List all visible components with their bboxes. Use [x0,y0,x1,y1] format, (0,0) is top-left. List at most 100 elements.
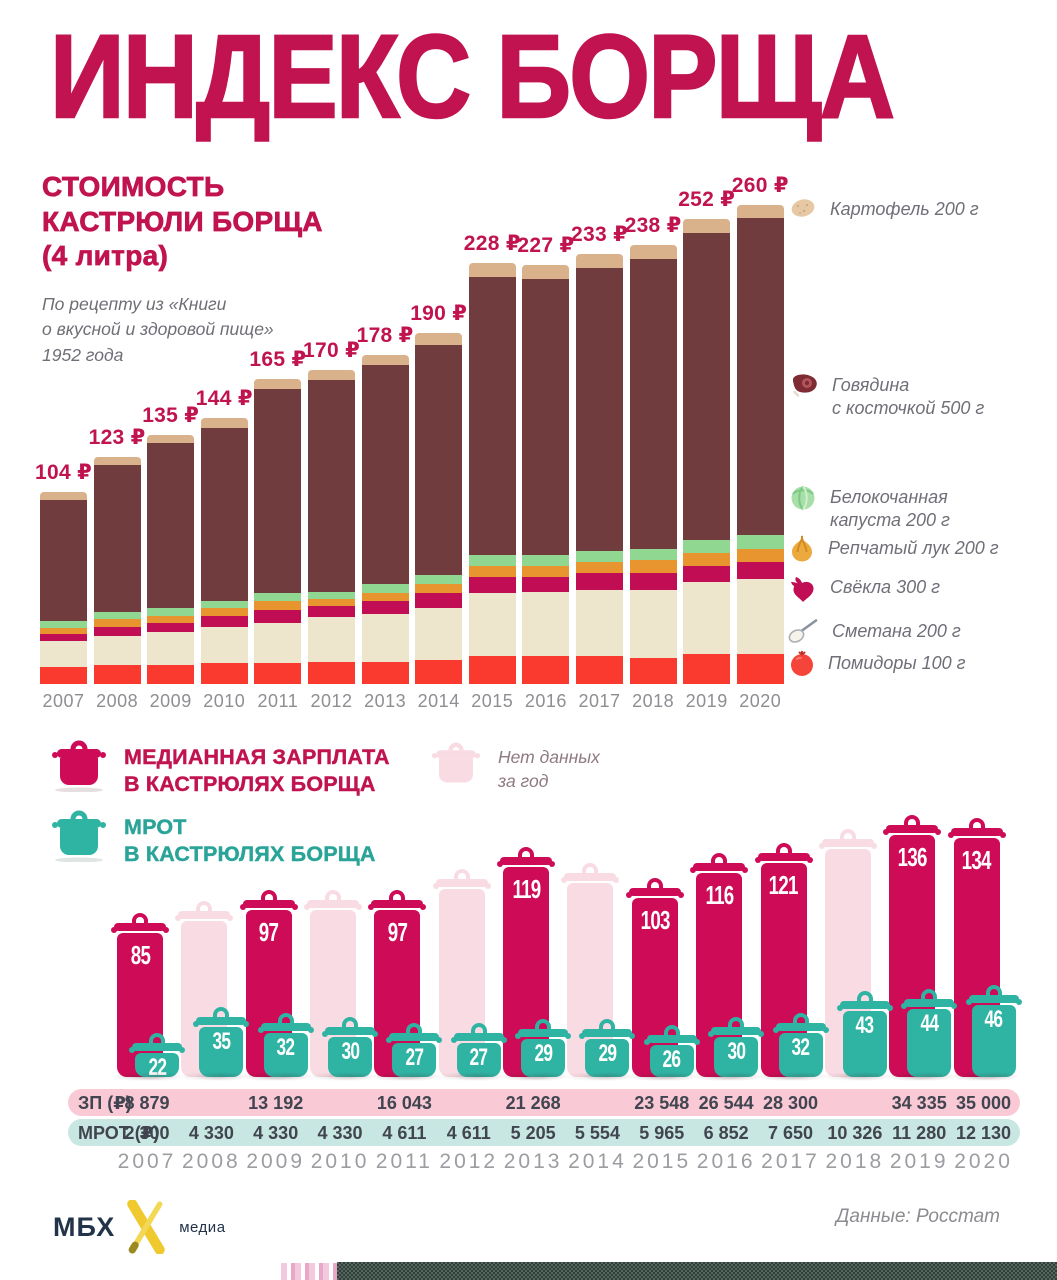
pot-lid [450,1033,507,1043]
pot-lid [772,1023,829,1033]
bar-segment [736,533,784,550]
pot-lid [754,853,813,864]
legend-label: Свёкла 300 г [830,577,940,597]
bar-segment [736,578,784,655]
pot-lid [947,828,1006,839]
pot-handle [342,1017,359,1027]
bar-segment [308,605,355,618]
pot-lid [901,999,958,1009]
mrot-value-cell: 4 330 [317,1123,363,1143]
bar-segment [200,427,248,601]
bar-segment [683,552,731,566]
bar-segment [736,548,784,563]
bar-segment [576,561,623,574]
mrot-pot: 35 [193,1007,250,1081]
pot-body: 30 [328,1037,373,1077]
bar-segment [736,561,784,579]
pot-handle [582,862,599,873]
bar-segment [254,622,302,664]
pot-handle [728,1017,745,1027]
mrot-pot: 32 [772,1013,829,1081]
bar-segment [93,456,141,465]
bar-total-label: 170 ₽ [303,339,360,363]
year-label: 2020 [739,691,782,711]
pot-body: 30 [714,1037,759,1077]
legend-item-beet: Свёкла 300 г [788,574,940,604]
pot-lid [129,1043,185,1053]
bar-segment [522,565,570,577]
pot-body: 44 [907,1009,952,1077]
pot-lid [111,922,169,933]
mrot-value-cell: 5 205 [510,1123,556,1143]
bar-segment [200,614,248,627]
no-data-legend-label: Нет данных за год [498,747,600,791]
tomato-icon [791,650,813,676]
mrot-value-cell: 5 965 [639,1123,685,1143]
bar-segment [308,616,355,662]
bar-segment [254,388,302,594]
bar-segment [683,539,731,553]
pot-handle [406,1023,423,1033]
bar-segment [683,232,731,541]
zp-value-cell: 28 300 [762,1093,819,1113]
bar-segment [254,592,302,601]
bar-segment [736,653,784,684]
pot-lid [579,1029,636,1039]
bar-segment [147,434,195,443]
bar-segment [522,265,570,279]
bar-segment [361,355,409,366]
zp-value-cell: 13 192 [248,1093,304,1113]
bar-total-label: 178 ₽ [356,324,414,348]
pot-lid [239,899,298,910]
bar-segment [522,591,570,656]
pot-lid [368,899,427,910]
legend-item-potato: Картофель 200 г [788,196,979,221]
pot-handle [839,828,856,839]
pot-handle [535,1019,552,1029]
mrot-legend-label: МРОТ В КАСТРЮЛЯХ БОРЩА [124,815,376,867]
bar-segment [93,618,141,627]
mrot-pot: 27 [386,1023,443,1081]
bar-segment [40,499,87,622]
bar-segment [308,379,355,592]
legend-label: Картофель 200 г [830,199,979,219]
pot-body: 27 [456,1043,501,1077]
bar-segment [468,276,516,555]
mrot-value-cell: 5 554 [574,1123,620,1143]
bar-segment [147,664,195,684]
bar-segment [308,598,355,607]
pot-value: 27 [469,1044,488,1071]
pot-lid [561,872,620,883]
mrot-pot: 27 [450,1023,507,1081]
pot-body: 43 [842,1011,887,1077]
bar-segment [736,204,784,219]
bar-segment [522,278,570,555]
pot-value: 26 [662,1046,681,1073]
bar-segment [629,559,677,574]
legend-label: Сметана 200 г [832,621,961,641]
mrot-value-cell: 4 611 [382,1123,427,1143]
bar-segment [683,219,731,233]
bar-segment [147,441,195,609]
legend-label: Белокочанная капуста 200 г [830,487,950,531]
bar-segment [254,609,302,623]
pot-lid [497,857,556,868]
pot-handle [711,853,728,864]
pot-lid [625,888,684,899]
year-label: 2008 [181,1150,241,1173]
pot-value: 32 [276,1034,295,1061]
median-salary-legend-label: МЕДИАННАЯ ЗАРПЛАТА В КАСТРЮЛЯХ БОРЩА [124,745,390,797]
pot-value: 97 [387,916,408,947]
pot-handle [663,1025,680,1035]
pot-body: 27 [392,1043,437,1077]
pot-value: 134 [961,845,992,876]
pot-body: 35 [199,1027,244,1077]
bar-total-label: 104 ₽ [35,460,92,484]
mrot-pot: 22 [129,1033,185,1081]
pot-handle [389,889,406,900]
pot-lid [322,1027,379,1037]
smetana-spoon-icon [788,619,818,643]
bar-segment [93,635,141,666]
brand-name: МБХ [53,1211,116,1242]
bar-segment [40,620,87,629]
